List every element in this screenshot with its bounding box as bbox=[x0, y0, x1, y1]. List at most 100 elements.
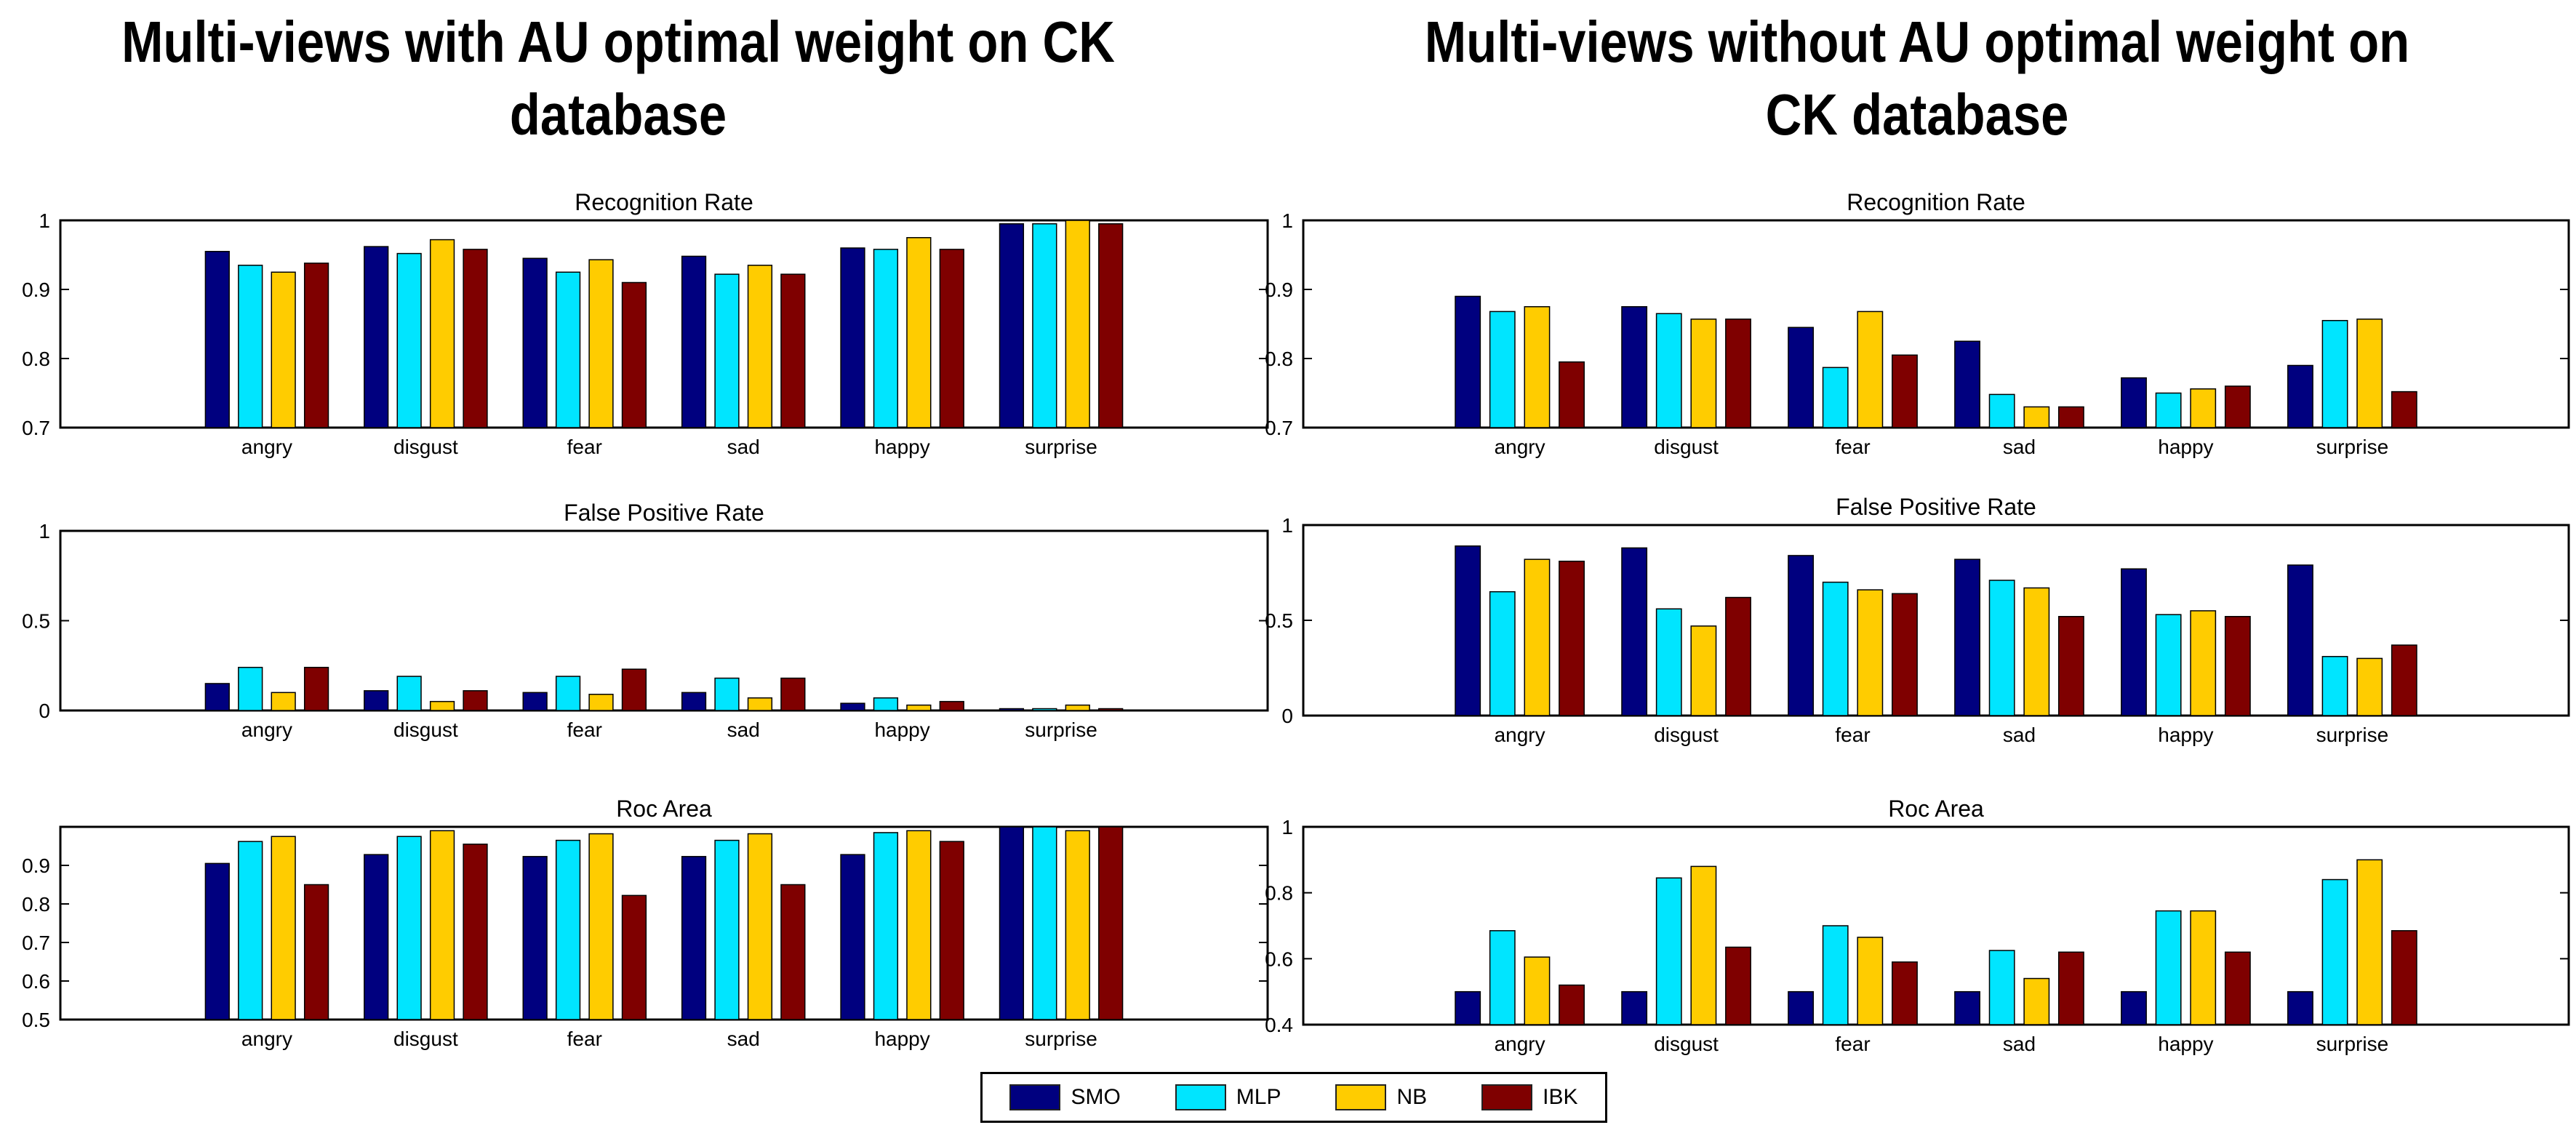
bar-mlp-fear bbox=[555, 676, 581, 711]
bar-mlp-angry bbox=[1489, 590, 1516, 716]
x-tick-label: happy bbox=[2158, 724, 2213, 746]
bar-nb-sad bbox=[747, 697, 773, 711]
bar-ibk-fear bbox=[621, 281, 647, 428]
bar-smo-fear bbox=[1788, 327, 1815, 428]
x-tick-label: disgust bbox=[1654, 1033, 1719, 1055]
bar-mlp-disgust bbox=[396, 252, 422, 428]
bar-ibk-happy bbox=[939, 249, 964, 428]
bar-mlp-fear bbox=[1822, 367, 1849, 428]
bar-ibk-happy bbox=[939, 700, 964, 711]
chart-right-4: False Positive Rate 0 0.5 1 angry disgust fear… bbox=[1265, 494, 2570, 746]
bar-nb-surprise bbox=[1065, 220, 1090, 428]
x-tick-label: happy bbox=[874, 718, 929, 741]
bar-ibk-happy bbox=[2224, 385, 2251, 428]
bar-nb-happy bbox=[2190, 388, 2217, 428]
bar-smo-angry bbox=[204, 251, 230, 428]
bar-mlp-sad bbox=[1988, 580, 2015, 716]
bar-ibk-surprise bbox=[2391, 391, 2417, 428]
bar-nb-happy bbox=[906, 830, 932, 1020]
legend-label-mlp: MLP bbox=[1236, 1085, 1281, 1109]
bar-nb-sad bbox=[747, 265, 773, 428]
bar-ibk-angry bbox=[303, 884, 329, 1020]
bar-smo-surprise bbox=[2287, 364, 2313, 428]
bar-mlp-fear bbox=[1822, 581, 1849, 716]
bar-nb-surprise bbox=[1065, 704, 1090, 711]
y-tick-label: 0.9 bbox=[1265, 279, 1293, 301]
bar-smo-surprise bbox=[2287, 990, 2313, 1025]
x-tick-label: sad bbox=[727, 718, 760, 741]
bar-nb-disgust bbox=[429, 830, 455, 1020]
y-tick-label: 0 bbox=[1281, 705, 1293, 727]
bar-nb-surprise bbox=[2356, 319, 2383, 428]
bar-nb-surprise bbox=[1065, 830, 1090, 1020]
bar-smo-fear bbox=[522, 257, 548, 428]
bar-mlp-happy bbox=[2155, 614, 2182, 716]
bar-mlp-angry bbox=[1489, 930, 1516, 1025]
y-tick-label: 0.8 bbox=[1265, 882, 1293, 905]
bar-mlp-happy bbox=[873, 697, 899, 711]
bar-nb-fear bbox=[1857, 937, 1884, 1025]
bar-mlp-happy bbox=[873, 832, 899, 1020]
y-tick-label: 0.7 bbox=[22, 932, 50, 954]
x-tick-label: disgust bbox=[393, 436, 458, 458]
legend-swatch-nb bbox=[1335, 1084, 1387, 1110]
x-tick-label: fear bbox=[567, 436, 602, 458]
bar-mlp-surprise bbox=[2321, 656, 2348, 716]
bar-ibk-happy bbox=[2224, 951, 2251, 1025]
bar-mlp-happy bbox=[2155, 392, 2182, 428]
bar-ibk-sad bbox=[780, 273, 806, 428]
x-tick-label: fear bbox=[567, 1028, 602, 1050]
bar-mlp-angry bbox=[1489, 311, 1516, 428]
bar-ibk-sad bbox=[2057, 406, 2084, 428]
bar-mlp-fear bbox=[555, 271, 581, 428]
x-tick-label: angry bbox=[241, 1028, 292, 1050]
bar-mlp-happy bbox=[2155, 910, 2182, 1025]
bar-mlp-disgust bbox=[396, 836, 422, 1020]
bar-ibk-surprise bbox=[2391, 930, 2417, 1025]
y-tick-label: 1 bbox=[1281, 816, 1293, 838]
x-tick-label: surprise bbox=[2316, 1033, 2389, 1055]
bar-ibk-disgust bbox=[463, 844, 488, 1020]
chart-left-2: Roc Area 0.5 0.6 0.7 0.8 0.9 angry disgust fear s… bbox=[22, 796, 1269, 1050]
bar-mlp-angry bbox=[238, 841, 263, 1020]
bar-smo-happy bbox=[840, 247, 865, 428]
x-tick-label: fear bbox=[1835, 1033, 1870, 1055]
bar-nb-happy bbox=[2190, 610, 2217, 716]
x-tick-label: sad bbox=[2003, 436, 2036, 458]
bar-ibk-surprise bbox=[1098, 223, 1124, 428]
bar-smo-sad bbox=[681, 856, 707, 1020]
bar-smo-sad bbox=[1954, 340, 1980, 428]
bar-mlp-surprise bbox=[1032, 223, 1057, 428]
y-tick-label: 0.9 bbox=[22, 854, 50, 877]
legend-swatch-smo bbox=[1009, 1084, 1061, 1110]
x-tick-label: fear bbox=[567, 718, 602, 741]
bar-ibk-happy bbox=[2224, 616, 2251, 716]
bar-ibk-fear bbox=[621, 894, 647, 1020]
bar-ibk-sad bbox=[780, 677, 806, 711]
bar-smo-disgust bbox=[1621, 306, 1648, 428]
legend-label-smo: SMO bbox=[1071, 1085, 1121, 1109]
bar-smo-happy bbox=[2121, 990, 2147, 1025]
bar-smo-sad bbox=[681, 692, 707, 711]
bar-ibk-fear bbox=[1892, 593, 1918, 716]
x-tick-label: sad bbox=[727, 1028, 760, 1050]
bar-smo-fear bbox=[522, 856, 548, 1020]
legend-item-smo: SMO bbox=[1009, 1084, 1121, 1110]
bar-smo-surprise bbox=[999, 223, 1025, 428]
x-tick-label: angry bbox=[241, 436, 292, 458]
bar-ibk-surprise bbox=[1098, 708, 1124, 711]
x-tick-label: sad bbox=[2003, 724, 2036, 746]
x-tick-label: surprise bbox=[2316, 436, 2389, 458]
bar-smo-sad bbox=[681, 255, 707, 428]
bar-smo-happy bbox=[840, 702, 865, 711]
x-tick-label: disgust bbox=[1654, 436, 1719, 458]
legend-swatch-mlp bbox=[1175, 1084, 1226, 1110]
x-tick-label: disgust bbox=[1654, 724, 1719, 746]
bar-nb-sad bbox=[2023, 406, 2050, 428]
bar-mlp-sad bbox=[714, 273, 740, 428]
bar-mlp-sad bbox=[1988, 950, 2015, 1025]
legend-item-mlp: MLP bbox=[1175, 1084, 1281, 1110]
bar-nb-surprise bbox=[2356, 657, 2383, 716]
bar-smo-angry bbox=[1455, 295, 1481, 428]
